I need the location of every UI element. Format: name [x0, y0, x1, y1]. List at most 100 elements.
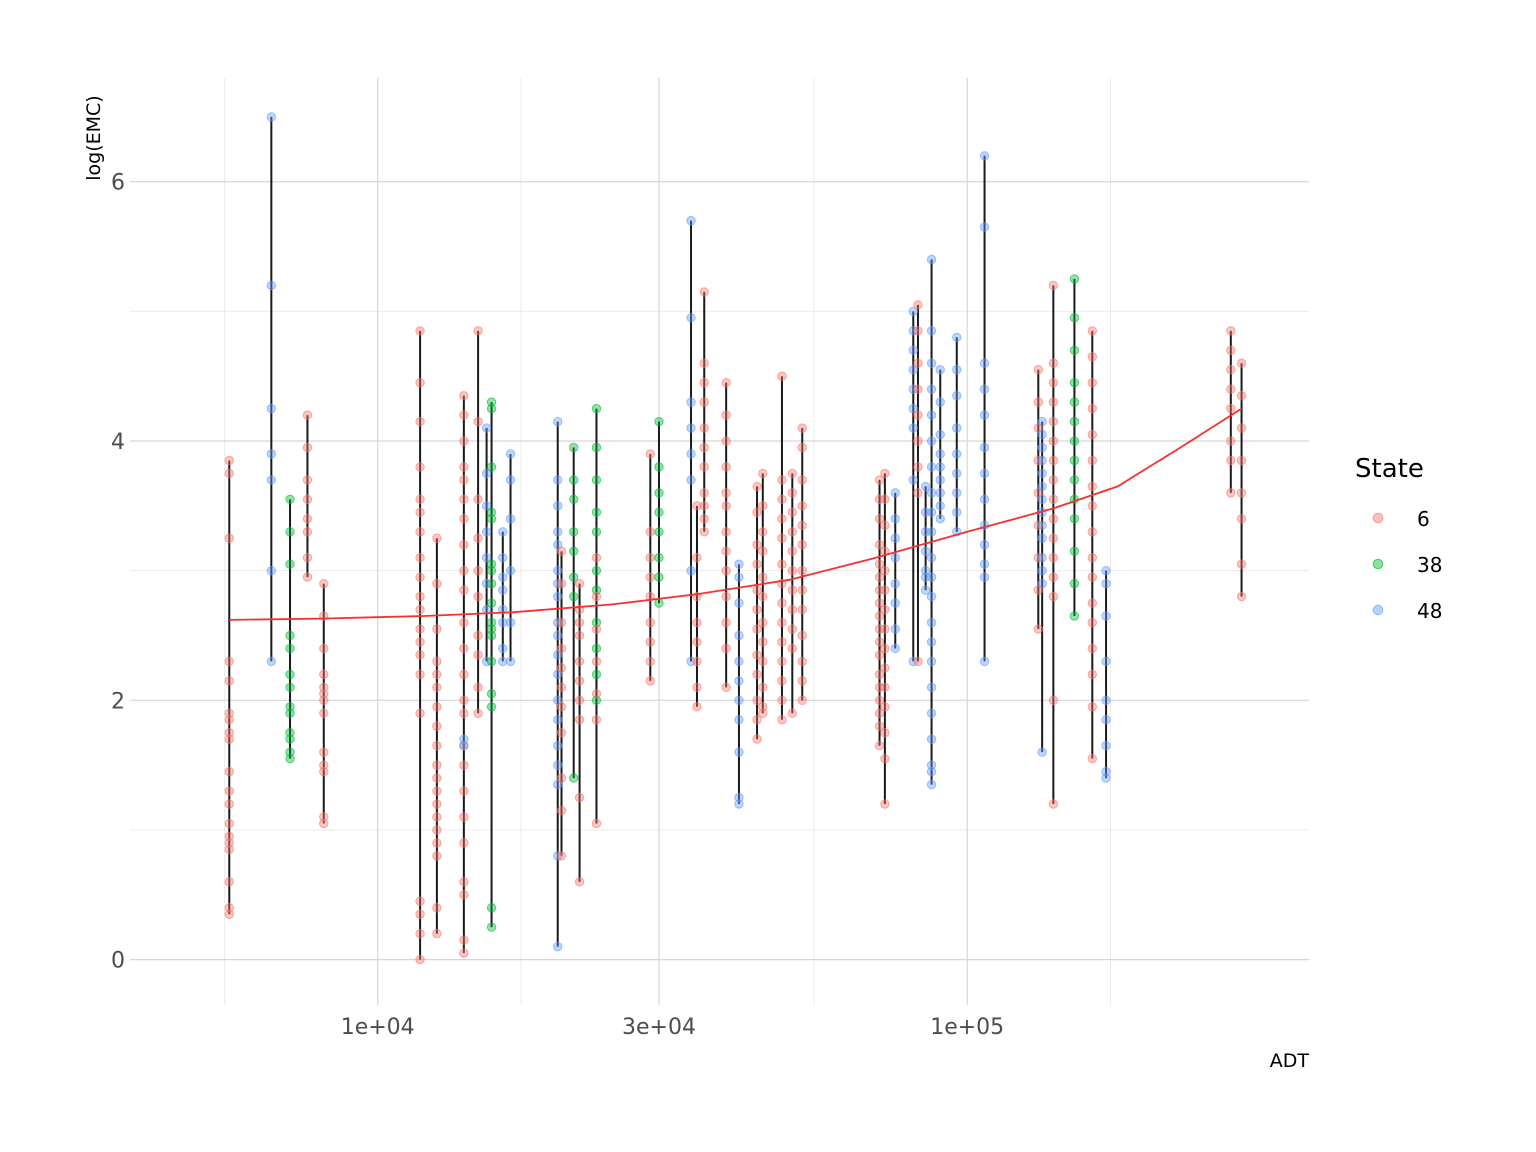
- data-point: [1087, 455, 1098, 466]
- data-point: [874, 611, 885, 621]
- data-point: [686, 475, 696, 485]
- data-point: [913, 384, 923, 394]
- data-point: [459, 565, 469, 576]
- data-point: [758, 468, 768, 479]
- data-point: [926, 760, 937, 770]
- x-axis-ticks: 1e+04 3e+04 1e+05: [341, 1015, 1004, 1040]
- data-point: [721, 501, 731, 511]
- data-point: [266, 475, 277, 485]
- data-point: [553, 941, 563, 952]
- data-point: [874, 740, 885, 751]
- data-point: [459, 838, 469, 848]
- data-point: [645, 676, 656, 686]
- data-point: [302, 572, 313, 582]
- data-point: [498, 553, 508, 563]
- data-point: [285, 643, 295, 654]
- data-point: [224, 455, 234, 466]
- data-point: [935, 449, 945, 459]
- data-point: [224, 818, 234, 829]
- data-point: [1048, 455, 1059, 466]
- data-point: [591, 585, 602, 595]
- data-point: [913, 656, 923, 667]
- data-point: [224, 708, 234, 718]
- data-point: [1037, 533, 1047, 543]
- data-point: [1069, 313, 1080, 323]
- data-point: [459, 890, 469, 900]
- data-point: [302, 475, 313, 485]
- data-point: [1226, 455, 1236, 466]
- data-point: [481, 501, 492, 511]
- data-point: [787, 488, 798, 498]
- data-point: [1048, 475, 1059, 485]
- data-point: [952, 423, 962, 433]
- data-point: [752, 559, 762, 569]
- data-point: [787, 708, 798, 718]
- data-point: [797, 423, 807, 433]
- data-point: [498, 656, 508, 667]
- data-point: [699, 442, 709, 453]
- data-point: [874, 572, 885, 582]
- data-point: [721, 488, 731, 498]
- data-point: [285, 734, 295, 744]
- data-point: [459, 462, 469, 472]
- data-point: [1101, 565, 1111, 576]
- data-point: [1033, 397, 1043, 407]
- data-point: [1087, 527, 1098, 537]
- data-point: [874, 494, 885, 505]
- data-point: [926, 507, 937, 518]
- data-point: [556, 851, 567, 861]
- data-point: [319, 812, 329, 822]
- data-point: [302, 410, 313, 420]
- data-point: [432, 799, 442, 809]
- data-point: [890, 553, 900, 563]
- data-point: [645, 572, 656, 582]
- data-point: [913, 358, 923, 368]
- data-point: [926, 553, 937, 563]
- data-point: [1048, 695, 1059, 706]
- data-point: [777, 715, 787, 725]
- data-point: [224, 656, 234, 667]
- data-point: [1101, 773, 1111, 783]
- data-point: [721, 565, 731, 576]
- data-point: [473, 630, 483, 641]
- data-point: [224, 903, 234, 913]
- value-range-lines: [228, 116, 1243, 960]
- data-point: [553, 527, 563, 537]
- data-point: [415, 928, 425, 939]
- data-point: [926, 254, 937, 265]
- y-axis-title: log(EMC): [83, 95, 105, 180]
- data-point: [498, 585, 508, 595]
- data-point: [486, 903, 497, 913]
- data-point: [553, 475, 563, 485]
- data-point: [1226, 345, 1236, 355]
- data-point: [459, 812, 469, 822]
- data-point: [926, 527, 937, 537]
- data-point: [874, 559, 885, 569]
- data-point: [432, 721, 442, 731]
- data-point: [1087, 753, 1098, 764]
- data-point: [319, 760, 329, 770]
- data-point: [224, 844, 234, 855]
- data-point: [591, 553, 602, 563]
- data-point: [926, 358, 937, 368]
- data-point: [1087, 643, 1098, 654]
- legend-label: 48: [1417, 599, 1442, 623]
- data-point: [926, 682, 937, 693]
- data-point: [568, 572, 579, 582]
- data-point: [319, 578, 329, 589]
- data-point: [224, 799, 234, 809]
- data-point: [498, 604, 508, 615]
- data-point: [224, 676, 234, 686]
- data-point: [459, 643, 469, 654]
- data-point: [432, 838, 442, 848]
- data-point: [1037, 429, 1047, 440]
- data-point: [935, 429, 945, 440]
- data-point: [1037, 578, 1047, 589]
- data-point: [574, 676, 585, 686]
- data-point: [1037, 565, 1047, 576]
- data-point: [1087, 669, 1098, 680]
- data-point: [1069, 546, 1080, 556]
- data-point: [498, 527, 508, 537]
- data-point: [1069, 578, 1080, 589]
- data-point: [553, 591, 563, 602]
